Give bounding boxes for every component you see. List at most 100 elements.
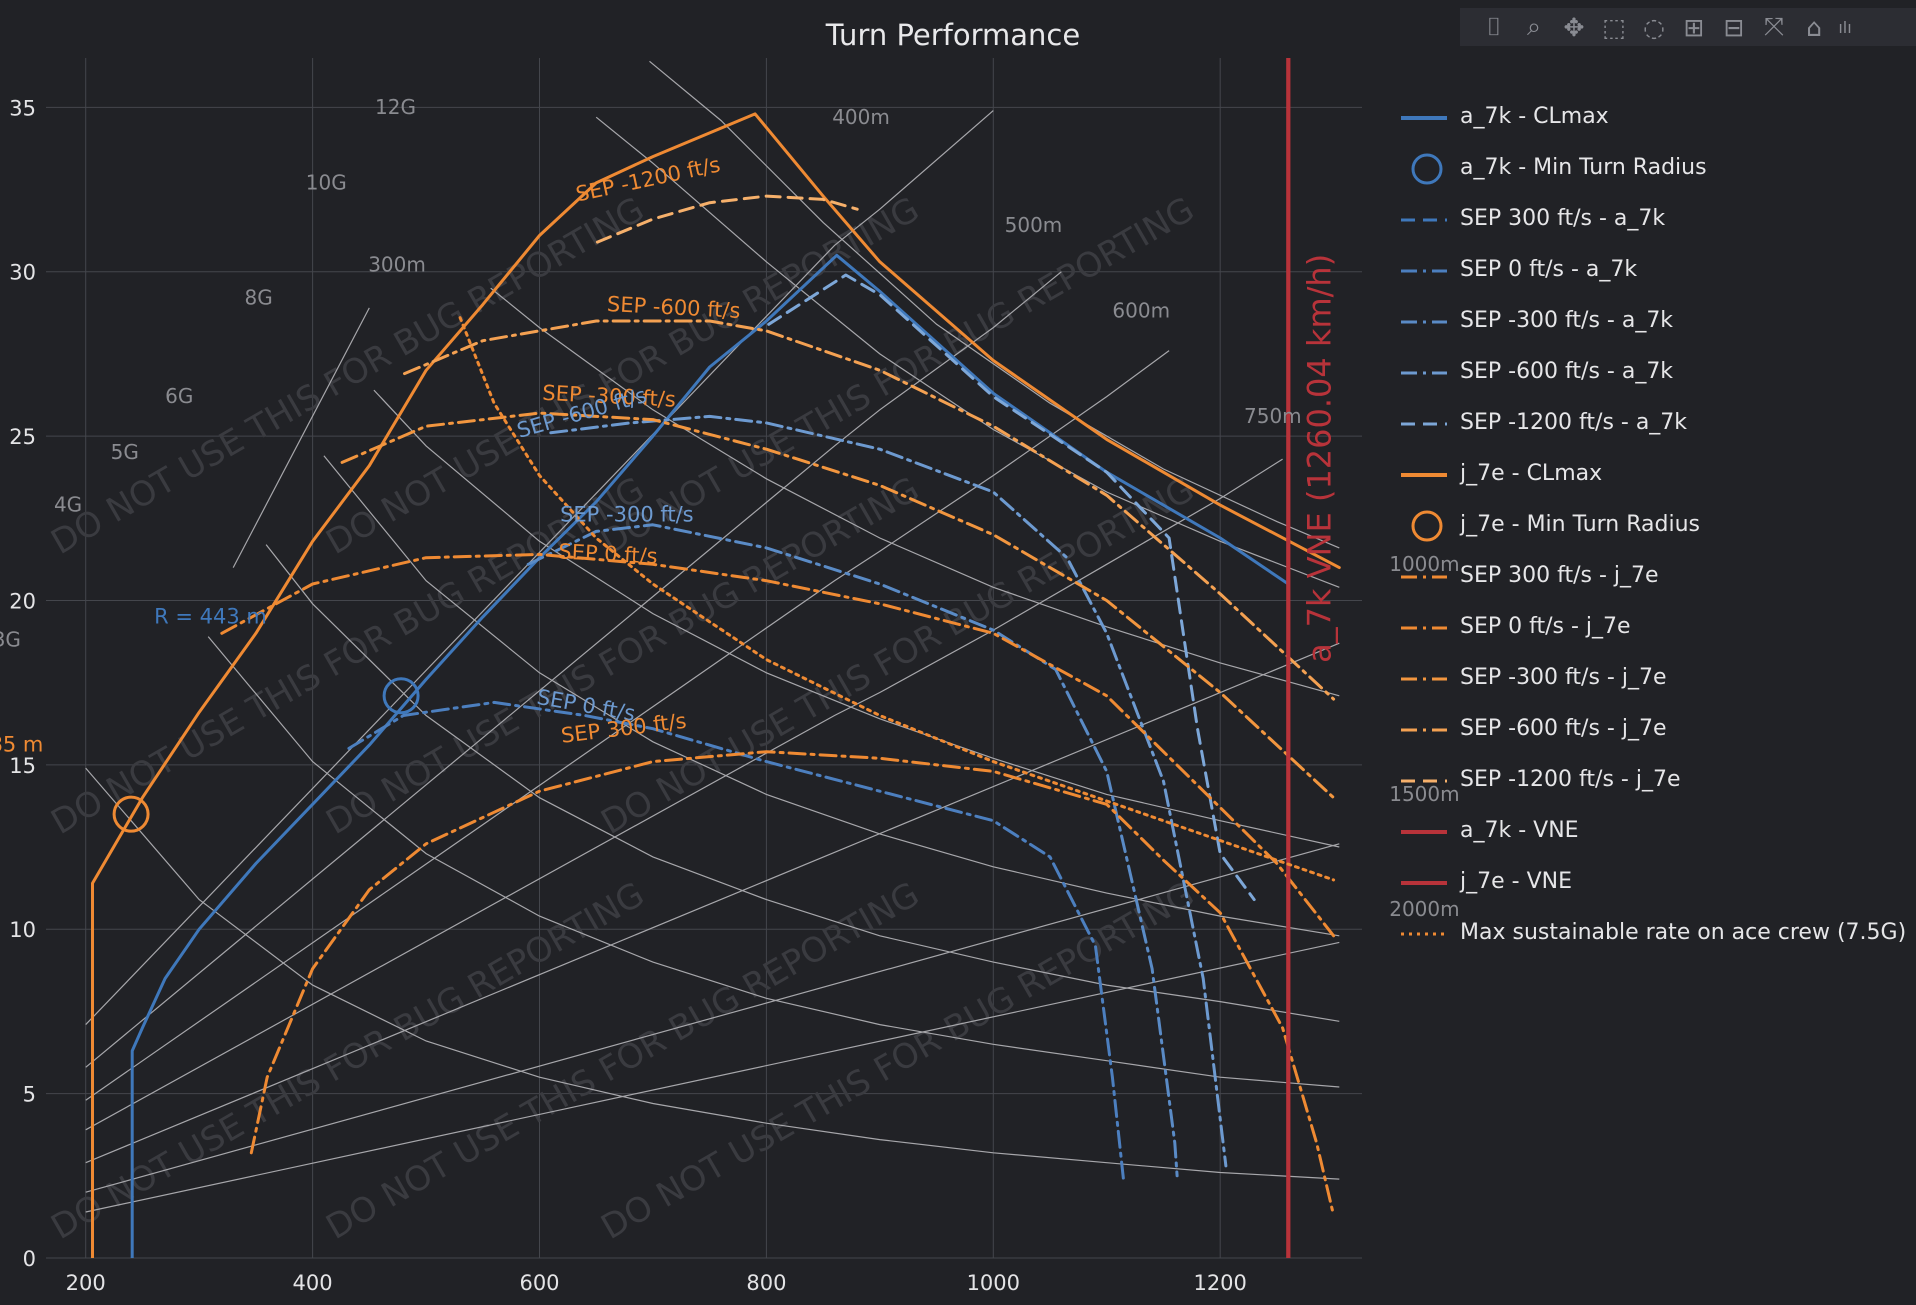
legend-item[interactable]: SEP -300 ft/s - j_7e: [1395, 659, 1915, 699]
legend-item[interactable]: j_7e - VNE: [1395, 863, 1915, 903]
legend-item[interactable]: Max sustainable rate on ace crew (7.5G): [1395, 914, 1915, 954]
radius-line: [232, 307, 370, 568]
series-line: [458, 316, 1336, 882]
legend-item[interactable]: a_7k - VNE: [1395, 812, 1915, 852]
g-line: [265, 544, 1340, 1022]
series-line: [549, 414, 1228, 1168]
x-tick-label: 800: [746, 1271, 786, 1295]
pan-icon[interactable]: ✥: [1563, 12, 1585, 42]
legend-item[interactable]: SEP -600 ft/s - a_7k: [1395, 353, 1915, 393]
g-line: [595, 116, 1340, 588]
series-label: SEP -300 ft/s: [560, 503, 694, 527]
legend-label: a_7k - CLmax: [1460, 104, 1609, 129]
radius-line-label: 1000m: [1389, 552, 1459, 576]
legend-label: SEP -300 ft/s - j_7e: [1460, 665, 1667, 690]
zoom-out-icon[interactable]: ⊟: [1723, 12, 1745, 42]
g-line: [490, 287, 1340, 697]
zoom-icon[interactable]: ⌕: [1526, 12, 1541, 41]
y-tick-label: 30: [9, 261, 36, 285]
g-line: [323, 455, 1340, 937]
legend-item[interactable]: SEP -600 ft/s - j_7e: [1395, 710, 1915, 750]
series-label: SEP 0 ft/s: [558, 539, 658, 568]
reset-axes-icon[interactable]: ⌂: [1806, 12, 1822, 42]
legend-line-icon: [1401, 269, 1447, 273]
legend-item[interactable]: SEP -1200 ft/s - j_7e: [1395, 761, 1915, 801]
legend-item[interactable]: SEP 0 ft/s - j_7e: [1395, 608, 1915, 648]
radius-line: [85, 110, 994, 1026]
legend-label: j_7e - VNE: [1460, 869, 1572, 894]
legend-label: Max sustainable rate on ace crew (7.5G): [1460, 920, 1907, 945]
grid: [46, 58, 1362, 1259]
x-tick-label: 600: [519, 1271, 559, 1295]
series-label: R = 443 m: [154, 604, 267, 628]
g-line: [207, 636, 1340, 1088]
y-tick-label: 20: [9, 589, 36, 613]
series-line: [249, 750, 1336, 1217]
legend-item[interactable]: SEP 300 ft/s - j_7e: [1395, 557, 1915, 597]
radius-line-label: 500m: [1005, 213, 1063, 237]
legend-item[interactable]: a_7k - Min Turn Radius: [1395, 149, 1915, 189]
series-line: [595, 194, 859, 244]
legend-line-icon: [1401, 371, 1447, 375]
legend-label: SEP 0 ft/s - a_7k: [1460, 257, 1638, 282]
legend-line-icon: [1401, 626, 1447, 630]
chart-title: Turn Performance: [825, 18, 1081, 52]
g-line-label: 10G: [306, 171, 347, 195]
legend-label: SEP 300 ft/s - j_7e: [1460, 563, 1659, 588]
series-line: [340, 411, 1336, 800]
camera-icon[interactable]: ⌷: [1486, 12, 1502, 41]
legend-item[interactable]: j_7e - CLmax: [1395, 455, 1915, 495]
legend-label: SEP 0 ft/s - j_7e: [1460, 614, 1631, 639]
radius-line-label: 1500m: [1389, 782, 1459, 806]
legend-line-icon: [1401, 830, 1447, 834]
watermark-text: DO NOT USE THIS FOR BUG REPORTING: [45, 875, 652, 1248]
legend-item[interactable]: SEP -300 ft/s - a_7k: [1395, 302, 1915, 342]
g-line-label: 8G: [245, 286, 273, 310]
g-line-label: 3G: [0, 627, 21, 651]
legend-item[interactable]: SEP 300 ft/s - a_7k: [1395, 200, 1915, 240]
plotly-logo-icon[interactable]: ılı: [1838, 17, 1852, 37]
legend-line-icon: [1401, 116, 1447, 120]
legend-label: SEP -1200 ft/s - a_7k: [1460, 410, 1688, 435]
legend-label: SEP 300 ft/s - a_7k: [1460, 206, 1666, 231]
legend-line-icon: [1401, 218, 1447, 222]
watermark-text: DO NOT USE THIS FOR BUG REPORTING: [320, 875, 927, 1248]
modebar-toolbar: ⌷ ⌕ ✥ ⬚ ◌ ⊞ ⊟ ⤧ ⌂ ılı: [1460, 8, 1916, 46]
legend-line-icon: [1401, 320, 1447, 324]
g-line: [373, 389, 1340, 848]
legend-line-icon: [1401, 422, 1447, 426]
legend-line-icon: [1401, 728, 1447, 732]
legend-item[interactable]: a_7k - CLmax: [1395, 98, 1915, 138]
g-line-label: 4G: [54, 493, 82, 517]
series-line: [526, 523, 1179, 1178]
legend-label: SEP -300 ft/s - a_7k: [1460, 308, 1674, 333]
autoscale-icon[interactable]: ⤧: [1763, 12, 1784, 41]
x-tick-label: 1000: [967, 1271, 1020, 1295]
legend-marker-icon: [1411, 153, 1443, 185]
lasso-select-icon[interactable]: ◌: [1643, 12, 1665, 42]
legend-line-icon: [1401, 779, 1447, 783]
legend-label: j_7e - Min Turn Radius: [1460, 512, 1701, 537]
radius-line-label: 600m: [1112, 299, 1170, 323]
series-line: [91, 112, 1341, 1258]
g-line: [85, 767, 1340, 1180]
series-line: [767, 273, 1256, 902]
legend-label: SEP -600 ft/s - j_7e: [1460, 716, 1667, 741]
g-line: [649, 60, 1340, 549]
legend-label: SEP -1200 ft/s - j_7e: [1460, 767, 1681, 792]
legend-marker-icon: [1411, 510, 1443, 542]
y-tick-label: 10: [9, 918, 36, 942]
legend-item[interactable]: SEP -1200 ft/s - a_7k: [1395, 404, 1915, 444]
vne-label: a_7k VNE (1260.04 km/h): [1300, 254, 1338, 663]
zoom-in-icon[interactable]: ⊞: [1683, 12, 1705, 42]
legend-item[interactable]: j_7e - Min Turn Radius: [1395, 506, 1915, 546]
min-turn-radius-marker: [382, 677, 420, 715]
box-select-icon[interactable]: ⬚: [1602, 12, 1626, 42]
legend-label: j_7e - CLmax: [1460, 461, 1603, 486]
legend-line-icon: [1401, 881, 1447, 885]
radius-line-label: 300m: [368, 253, 426, 277]
legend-line-icon: [1401, 932, 1447, 936]
series-line: [347, 700, 1126, 1184]
legend-item[interactable]: SEP 0 ft/s - a_7k: [1395, 251, 1915, 291]
